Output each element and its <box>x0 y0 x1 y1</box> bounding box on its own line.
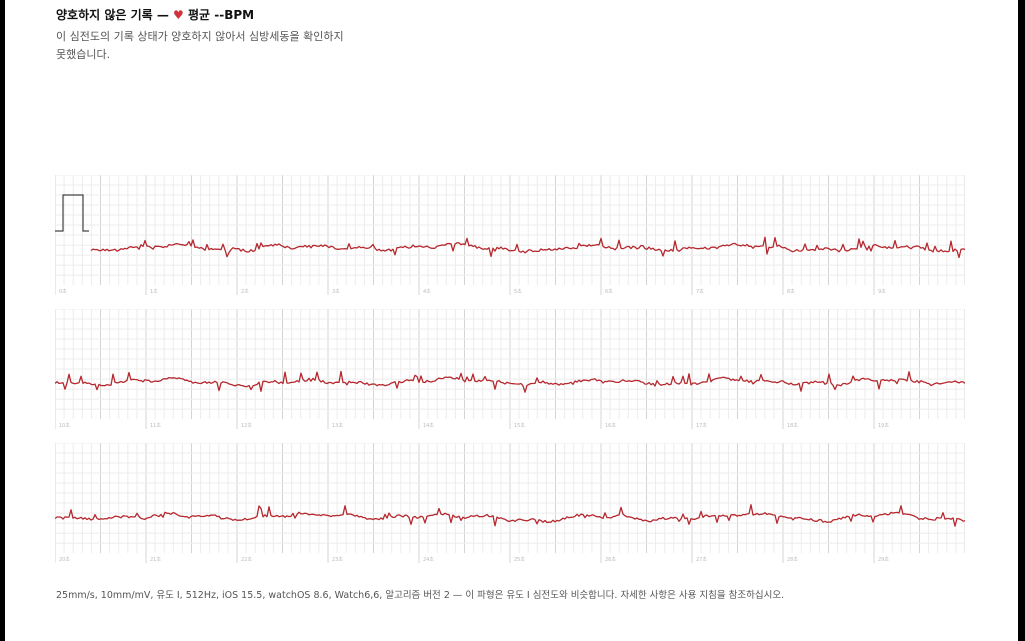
time-tick-label: 24초 <box>423 557 434 563</box>
time-tick-label: 25초 <box>514 557 525 563</box>
time-tick-label: 15초 <box>514 423 525 429</box>
ecg-grid <box>55 309 965 419</box>
ecg-strip-2-chart: 10초 11초 12초 13초 14초 15초 16초 17초 18초 19초 <box>55 309 965 429</box>
time-tick-label: 29초 <box>878 557 889 563</box>
time-tick-label: 1초 <box>150 289 158 295</box>
ecg-grid <box>55 175 965 285</box>
calibration-pulse <box>55 194 89 232</box>
time-tick-label: 22초 <box>241 557 252 563</box>
ecg-strip-1-chart: 0초 1초 2초 3초 4초 5초 6초 7초 8초 9초 <box>55 175 965 295</box>
ecg-trace <box>55 370 965 393</box>
time-tick-label: 5초 <box>514 289 522 295</box>
time-tick-label: 20초 <box>59 557 70 563</box>
time-tick-label: 2초 <box>241 289 249 295</box>
ecg-trace <box>55 504 965 527</box>
time-tick-label: 23초 <box>332 557 343 563</box>
time-tick-label: 10초 <box>59 423 70 429</box>
average-bpm: 평균 --BPM <box>188 8 255 22</box>
time-tick-label: 21초 <box>150 557 161 563</box>
time-tick-label: 17초 <box>696 423 707 429</box>
time-tick-label: 19초 <box>878 423 889 429</box>
ecg-trace <box>90 236 965 259</box>
ecg-report-page: 양호하지 않은 기록 — ♥ 평균 --BPM 이 심전도의 기록 상태가 양호… <box>5 0 1018 641</box>
ecg-strip-2: 10초 11초 12초 13초 14초 15초 16초 17초 18초 19초 <box>55 309 965 429</box>
ecg-strip-3-chart: 20초 21초 22초 23초 24초 25초 26초 27초 28초 29초 <box>55 443 965 563</box>
time-tick-label: 0초 <box>59 289 67 295</box>
time-tick-label: 28초 <box>787 557 798 563</box>
time-tick-label: 6초 <box>605 289 613 295</box>
time-tick-label: 27초 <box>696 557 707 563</box>
time-tick-label: 8초 <box>787 289 795 295</box>
title-prefix: 양호하지 않은 기록 — <box>56 8 169 22</box>
time-tick-label: 7초 <box>696 289 704 295</box>
time-tick-label: 9초 <box>878 289 886 295</box>
ecg-grid <box>55 443 965 553</box>
time-tick-label: 4초 <box>423 289 431 295</box>
ecg-strip-3: 20초 21초 22초 23초 24초 25초 26초 27초 28초 29초 <box>55 443 965 563</box>
time-tick-label: 3초 <box>332 289 340 295</box>
time-tick-label: 14초 <box>423 423 434 429</box>
time-tick-label: 18초 <box>787 423 798 429</box>
ecg-strip-1: 0초 1초 2초 3초 4초 5초 6초 7초 8초 9초 <box>55 175 965 295</box>
recording-footer: 25mm/s, 10mm/mV, 유도 I, 512Hz, iOS 15.5, … <box>56 590 785 601</box>
time-tick-label: 16초 <box>605 423 616 429</box>
time-tick-label: 26초 <box>605 557 616 563</box>
time-tick-label: 13초 <box>332 423 343 429</box>
recording-description: 이 심전도의 기록 상태가 양호하지 않아서 심방세동을 확인하지 못했습니다. <box>56 30 344 61</box>
time-tick-label: 11초 <box>150 423 161 429</box>
recording-title: 양호하지 않은 기록 — ♥ 평균 --BPM <box>56 6 254 23</box>
heart-icon: ♥ <box>173 8 184 22</box>
time-tick-label: 12초 <box>241 423 252 429</box>
